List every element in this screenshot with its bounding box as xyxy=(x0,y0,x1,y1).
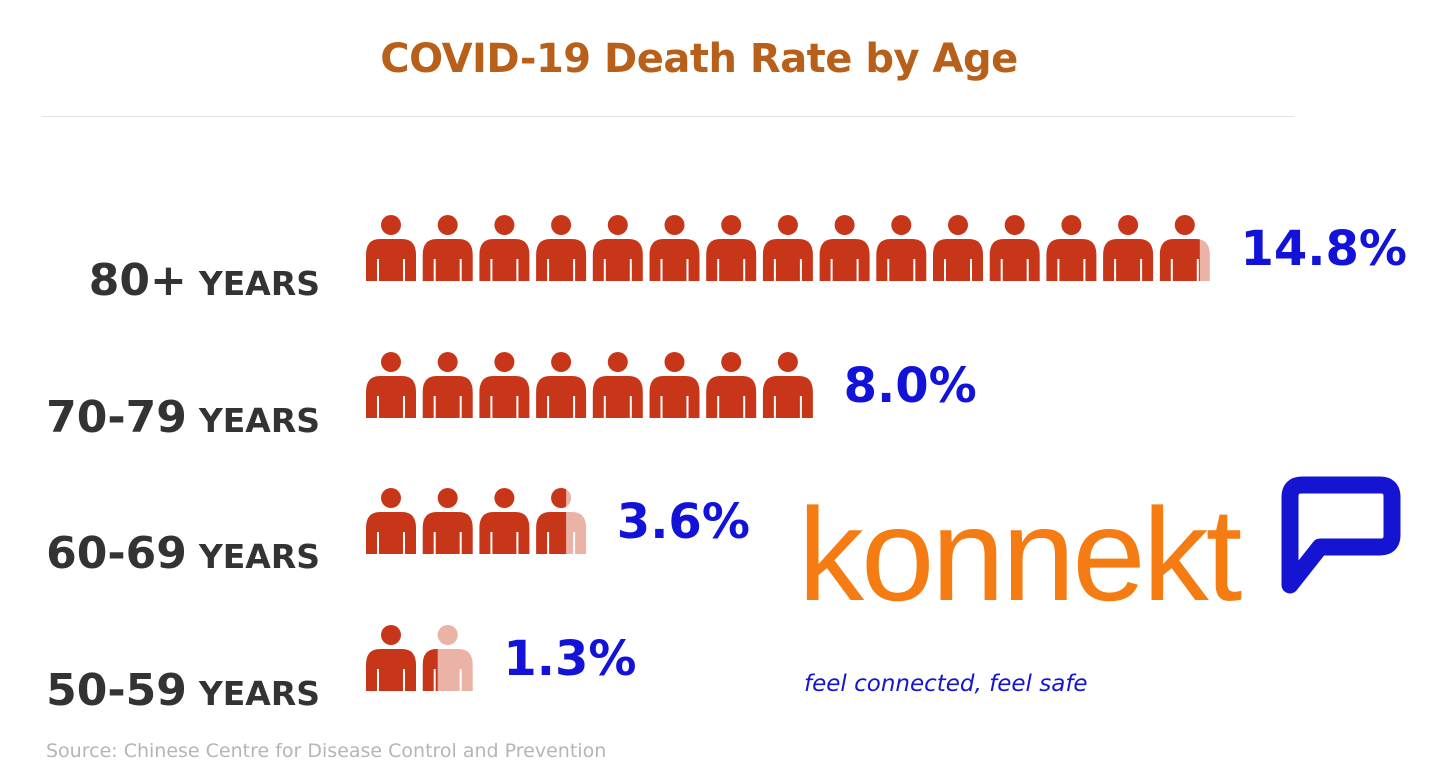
person-icon xyxy=(422,352,473,418)
years-text: YEARS xyxy=(198,264,320,303)
person-icon xyxy=(479,215,530,281)
person-icon-row xyxy=(366,215,1210,281)
person-icon xyxy=(422,625,473,691)
value-label: 8.0% xyxy=(843,358,977,414)
value-label: 14.8% xyxy=(1240,221,1408,277)
person-icon xyxy=(762,215,813,281)
source-note: Source: Chinese Centre for Disease Contr… xyxy=(46,740,607,762)
row-label: 80+ YEARS xyxy=(0,255,320,306)
age-range-text: 80+ xyxy=(88,255,187,306)
title-divider xyxy=(42,116,1294,117)
person-icon-row xyxy=(366,352,813,418)
person-icon xyxy=(933,215,983,281)
person-icon xyxy=(989,215,1040,281)
years-text: YEARS xyxy=(198,674,320,713)
person-icon xyxy=(366,625,416,691)
logo-tagline: feel connected, feel safe xyxy=(804,671,1088,697)
years-text: YEARS xyxy=(198,537,320,576)
person-icon xyxy=(479,488,530,554)
person-icon xyxy=(819,215,870,281)
logo-wordmark: konnekt xyxy=(798,481,1242,628)
person-icon xyxy=(479,352,530,418)
value-label: 3.6% xyxy=(616,494,750,550)
value-label: 1.3% xyxy=(503,631,637,687)
person-icon xyxy=(876,215,927,281)
person-icon xyxy=(1046,215,1097,281)
age-range-text: 50-59 xyxy=(46,665,187,716)
person-icon xyxy=(1103,215,1154,281)
person-icon xyxy=(592,215,643,281)
person-icon xyxy=(706,215,757,281)
age-range-text: 60-69 xyxy=(46,528,187,579)
person-icon xyxy=(422,488,473,554)
person-icon xyxy=(536,215,587,281)
person-icon xyxy=(649,215,700,281)
person-icon xyxy=(649,352,700,418)
person-icon xyxy=(762,352,813,418)
person-icon xyxy=(366,215,416,281)
person-icon xyxy=(706,352,757,418)
person-icon-row xyxy=(366,625,473,691)
years-text: YEARS xyxy=(198,401,320,440)
row-label: 50-59 YEARS xyxy=(0,665,320,716)
person-icon-row xyxy=(366,488,587,554)
person-icon xyxy=(592,352,643,418)
row-label: 60-69 YEARS xyxy=(0,528,320,579)
person-icon xyxy=(366,352,416,418)
person-icon xyxy=(1159,215,1210,281)
person-icon xyxy=(366,488,416,554)
speech-bubble-icon xyxy=(1281,476,1401,594)
chart-title: COVID-19 Death Rate by Age xyxy=(380,36,1018,82)
person-icon xyxy=(536,352,587,418)
row-label: 70-79 YEARS xyxy=(0,392,320,443)
person-icon xyxy=(536,488,587,554)
person-icon xyxy=(422,215,473,281)
konnekt-logo: konnekt feel connected, feel safe xyxy=(790,475,1430,710)
age-range-text: 70-79 xyxy=(46,392,187,443)
